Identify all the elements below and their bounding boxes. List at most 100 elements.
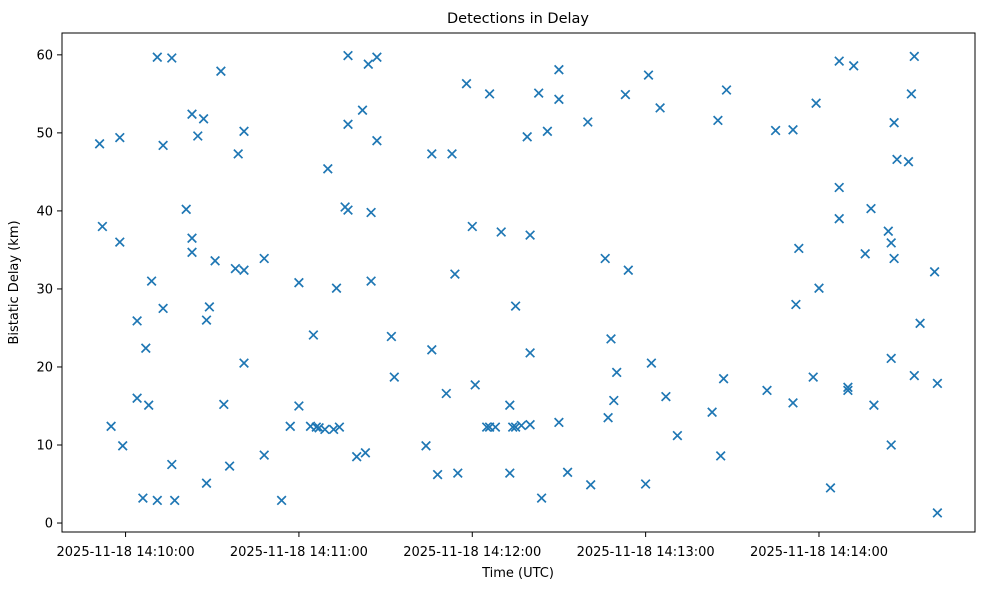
data-point-marker: [239, 126, 249, 137]
data-point-marker: [510, 422, 521, 433]
data-point-marker: [192, 131, 203, 141]
data-point-marker: [883, 226, 894, 237]
data-point-marker: [386, 331, 397, 342]
data-point-marker: [582, 117, 593, 127]
data-point-marker: [137, 493, 148, 504]
plot-area: [62, 33, 975, 532]
data-point-marker: [770, 125, 781, 136]
data-point-marker: [146, 276, 157, 287]
data-point-marker: [504, 468, 515, 479]
data-point-marker: [562, 467, 573, 478]
data-point-marker: [357, 105, 368, 116]
data-point-marker: [834, 182, 845, 193]
data-point-marker: [198, 113, 209, 124]
data-point-marker: [718, 373, 729, 384]
data-point-marker: [334, 422, 345, 433]
data-point-marker: [285, 421, 296, 432]
data-point-marker: [553, 94, 564, 105]
data-point-marker: [842, 382, 853, 393]
data-point-marker: [311, 422, 322, 433]
data-point-marker: [553, 417, 564, 428]
data-point-marker: [421, 440, 431, 451]
data-point-marker: [343, 50, 353, 61]
data-point-marker: [886, 237, 897, 248]
y-axis-label: Bistatic Delay (km): [7, 220, 22, 344]
x-tick-label: 2025-11-18 14:12:00: [403, 545, 541, 560]
data-point-marker: [909, 51, 920, 62]
data-point-marker: [886, 440, 897, 450]
data-point-marker: [507, 422, 518, 433]
data-point-marker: [187, 247, 197, 258]
data-point-marker: [328, 424, 339, 435]
data-point-marker: [915, 318, 926, 329]
data-point-marker: [889, 117, 900, 128]
data-point-marker: [889, 253, 900, 264]
data-point-marker: [672, 430, 683, 441]
data-point-marker: [132, 393, 143, 404]
data-point-marker: [553, 64, 564, 75]
data-point-marker: [158, 303, 169, 314]
data-point-marker: [210, 255, 221, 266]
y-tick-label: 10: [36, 438, 53, 453]
data-point-marker: [204, 301, 215, 312]
data-point-marker: [233, 148, 244, 159]
data-point-marker: [239, 358, 249, 369]
data-point-marker: [932, 507, 943, 518]
data-point-marker: [351, 451, 362, 462]
data-point-marker: [314, 422, 325, 433]
data-point-marker: [655, 102, 666, 113]
plot-border: [61, 32, 976, 533]
data-point-marker: [481, 422, 492, 433]
data-point-marker: [452, 468, 463, 479]
data-point-marker: [308, 330, 319, 340]
data-point-marker: [808, 372, 819, 383]
data-point-marker: [834, 56, 845, 67]
data-point-marker: [94, 138, 105, 149]
data-point-marker: [114, 132, 125, 143]
data-point-marker: [441, 388, 452, 399]
data-point-marker: [447, 148, 457, 159]
data-point-marker: [371, 52, 382, 63]
data-point-marker: [525, 230, 536, 241]
data-point-marker: [343, 119, 353, 130]
data-point-marker: [825, 482, 836, 493]
x-tick-label: 2025-11-18 14:10:00: [57, 545, 195, 560]
data-point-marker: [366, 207, 377, 218]
data-point-marker: [842, 385, 853, 396]
data-point-marker: [600, 253, 611, 264]
data-point-marker: [640, 479, 651, 489]
data-point-marker: [721, 85, 732, 95]
data-point-marker: [166, 459, 177, 470]
data-point-marker: [585, 479, 596, 490]
data-point-marker: [187, 109, 197, 120]
y-axis-ticks: 0 10 20 30 40 50 60: [36, 48, 62, 532]
data-point-marker: [903, 156, 914, 167]
data-point-marker: [106, 421, 117, 432]
x-axis-ticks: 2025-11-18 14:10:00 2025-11-18 14:11:00 20…: [57, 532, 888, 560]
data-point-marker: [319, 424, 330, 435]
y-tick-label: 50: [36, 126, 53, 141]
y-tick-label: 40: [36, 204, 53, 219]
data-point-marker: [449, 269, 460, 280]
data-point-marker: [715, 450, 726, 461]
data-point-marker: [542, 126, 553, 137]
data-point-marker: [426, 148, 437, 159]
data-point-marker: [97, 221, 108, 232]
data-point-marker: [790, 299, 801, 310]
data-point-marker: [860, 248, 871, 259]
chart-title: Detections in Delay: [447, 11, 589, 27]
data-point-marker: [371, 135, 382, 146]
data-point-marker: [461, 78, 472, 89]
data-point-marker: [811, 98, 822, 109]
y-tick-label: 30: [36, 282, 53, 297]
data-point-marker: [660, 391, 671, 402]
data-point-marker: [259, 450, 270, 461]
x-tick-label: 2025-11-18 14:13:00: [577, 545, 715, 560]
data-point-marker: [140, 343, 151, 354]
data-points-layer: [94, 50, 943, 518]
data-point-marker: [239, 265, 249, 276]
data-point-marker: [712, 115, 723, 126]
data-point-marker: [525, 419, 536, 430]
data-point-marker: [608, 395, 619, 406]
